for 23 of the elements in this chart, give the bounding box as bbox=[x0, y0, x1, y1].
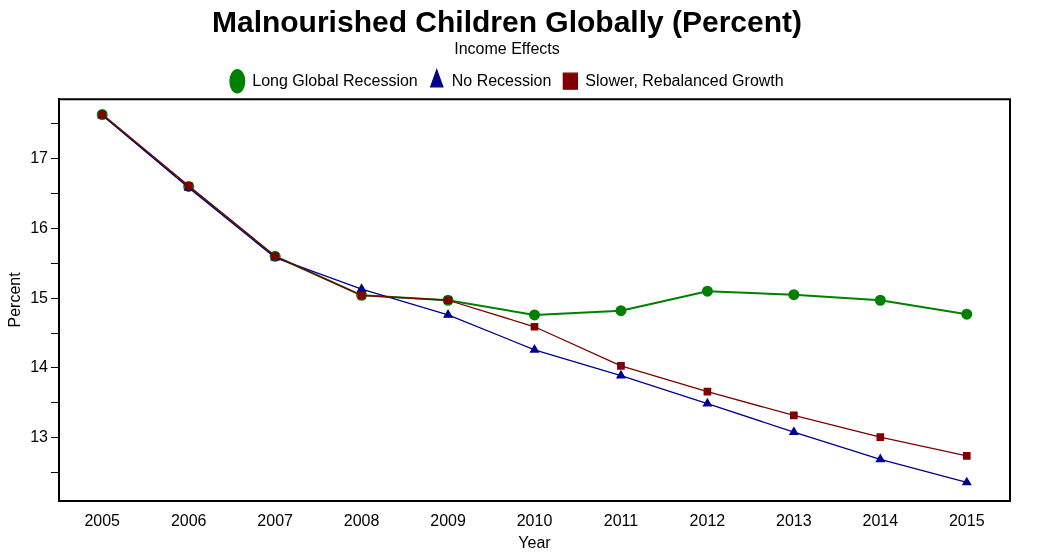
x-tick-label: 2011 bbox=[603, 511, 639, 529]
x-tick-label: 2005 bbox=[84, 511, 121, 529]
legend-label: No Recession bbox=[451, 71, 552, 89]
x-tick-label: 2012 bbox=[689, 511, 726, 529]
x-tick-label: 2006 bbox=[170, 511, 207, 529]
x-tick-label: 2008 bbox=[343, 511, 380, 529]
legend-title: Income Effects bbox=[454, 40, 560, 58]
x-tick-label: 2010 bbox=[516, 511, 553, 529]
x-tick-label: 2013 bbox=[776, 511, 812, 529]
y-tick-label: 17 bbox=[30, 148, 49, 166]
y-tick-label: 15 bbox=[30, 288, 49, 306]
x-tick-label: 2015 bbox=[948, 511, 985, 529]
x-tick-label: 2014 bbox=[862, 511, 899, 529]
legend-label: Slower, Rebalanced Growth bbox=[585, 71, 784, 89]
x-tick-label: 2007 bbox=[257, 511, 294, 529]
y-tick-label: 16 bbox=[30, 218, 49, 236]
x-axis-title: Year bbox=[518, 533, 552, 551]
y-axis-title: Percent bbox=[6, 271, 24, 328]
legend-label: Long Global Recession bbox=[252, 71, 418, 89]
y-tick-label: 13 bbox=[30, 428, 49, 446]
x-tick-label: 2009 bbox=[430, 511, 466, 529]
chart-title: Malnourished Children Globally (Percent) bbox=[211, 5, 803, 39]
y-tick-label: 14 bbox=[30, 358, 49, 376]
